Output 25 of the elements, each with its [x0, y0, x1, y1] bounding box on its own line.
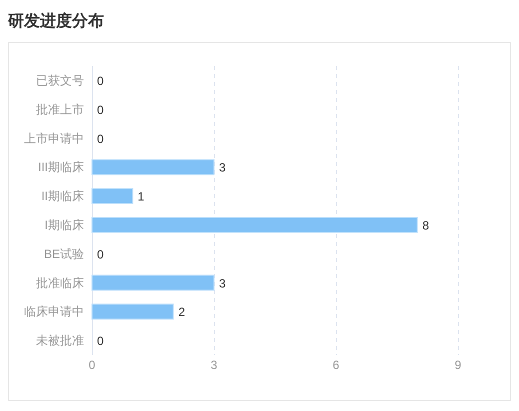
data-label: 1: [138, 190, 144, 204]
x-tick-label: 9: [454, 358, 462, 372]
y-tick-label: I期临床: [44, 218, 84, 232]
data-label: 3: [219, 160, 226, 175]
data-label: 0: [97, 132, 104, 146]
y-tick-label: BE试验: [44, 246, 84, 261]
data-label: 8: [422, 218, 430, 232]
data-label: 0: [97, 247, 104, 262]
data-label: 0: [97, 74, 104, 88]
title: 研发进度分布: [8, 13, 104, 30]
y-tick-label: 上市申请中: [24, 131, 84, 146]
data-label: 2: [178, 305, 186, 320]
y-tick-label: 已获文号: [36, 73, 84, 88]
y-tick-label: III期临床: [38, 160, 84, 174]
data-label: 0: [97, 102, 104, 117]
y-tick-label: II期临床: [41, 189, 84, 204]
data-label: 3: [219, 276, 226, 290]
y-tick-label: 未被批准: [36, 334, 84, 348]
y-tick-label: 批准上市: [36, 102, 84, 116]
x-tick-label: 3: [210, 358, 218, 372]
y-tick-label: 临床申请中: [24, 304, 84, 319]
y-tick-label: 批准临床: [36, 276, 84, 290]
x-tick-label: 0: [88, 358, 96, 372]
data-label: 0: [97, 334, 104, 348]
x-tick-label: 6: [332, 358, 340, 372]
